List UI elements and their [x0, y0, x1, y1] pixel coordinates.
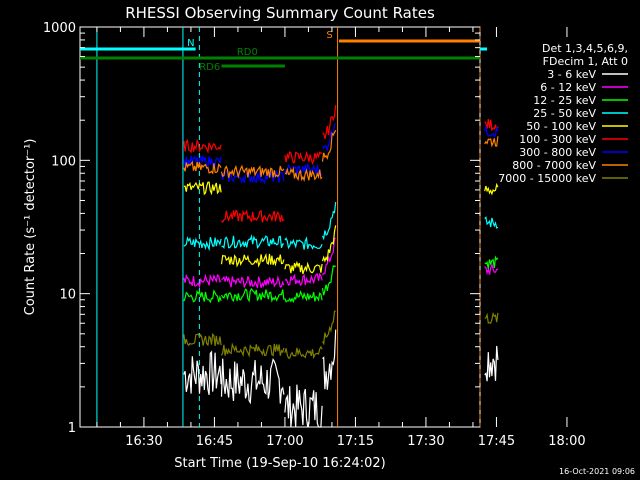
series-trace [484, 311, 499, 325]
series-7 [183, 129, 499, 182]
legend-entry-label: 800 - 7000 keV [512, 159, 596, 172]
series-trace [221, 234, 284, 250]
series-4 [183, 181, 499, 275]
series-5 [183, 105, 499, 224]
series-trace [183, 138, 222, 154]
legend-entry-label: 12 - 25 keV [533, 94, 596, 107]
series-trace [321, 310, 336, 346]
legend-entry-label: 300 - 800 keV [519, 146, 596, 159]
x-axis-label: Start Time (19-Sep-10 16:24:02) [174, 456, 385, 471]
status-label-s: S [326, 30, 332, 41]
series-trace [221, 275, 285, 289]
series-trace [183, 332, 222, 347]
series-trace [284, 345, 323, 360]
y-axis: 1 10 100 1000 [43, 21, 480, 436]
status-label-n: N [187, 38, 194, 49]
x-tick-label: 16:45 [196, 434, 233, 449]
series-trace [284, 150, 323, 166]
series-trace [321, 264, 337, 296]
x-tick-label: 17:45 [478, 434, 515, 449]
series-trace [183, 236, 222, 252]
series-trace [284, 290, 323, 304]
series-trace [284, 384, 323, 428]
legend-entry-label: 100 - 300 keV [519, 133, 596, 146]
series-3 [183, 201, 499, 252]
series-0 [183, 329, 499, 428]
legend-entry-label: 7000 - 15000 keV [498, 172, 596, 185]
legend: Det 1,3,4,5,6,9, FDecim 1, Att 0 3 - 6 k… [498, 42, 628, 185]
legend-header-line-2: FDecim 1, Att 0 [543, 55, 628, 68]
x-tick-label: 17:30 [407, 434, 444, 449]
series-trace [183, 160, 222, 175]
series-trace [321, 201, 337, 241]
series-trace [183, 181, 222, 196]
series-trace [484, 125, 499, 138]
series-trace [183, 273, 222, 289]
series-trace [220, 164, 285, 179]
x-tick-label: 17:00 [266, 434, 303, 449]
status-label-rd6: RD6 [199, 62, 220, 73]
y-tick-label: 1000 [43, 21, 76, 36]
plot-area: N S RD0 RD6 [79, 26, 499, 428]
legend-entry-label: 25 - 50 keV [533, 107, 596, 120]
date-stamp: 16-Oct-2021 09:06 [559, 467, 635, 476]
series-trace [220, 169, 285, 185]
series-trace [221, 209, 285, 224]
legend-header-line-1: Det 1,3,4,5,6,9, [542, 42, 628, 55]
series-trace [284, 166, 323, 182]
series-2 [183, 255, 499, 304]
x-tick-label: 17:15 [337, 434, 374, 449]
series-trace [322, 105, 337, 139]
y-tick-label: 10 [59, 288, 76, 303]
series-trace [484, 255, 499, 269]
legend-entry-label: 3 - 6 keV [547, 68, 596, 81]
series-trace [220, 253, 285, 268]
series-trace [321, 122, 337, 153]
y-axis-label: Count Rate (s⁻¹ detector⁻¹) [23, 139, 38, 316]
series-trace [484, 182, 499, 196]
series-trace [484, 345, 499, 382]
series-trace [220, 357, 285, 405]
y-tick-label: 100 [51, 154, 76, 169]
series-trace [484, 262, 498, 276]
series-trace [183, 350, 222, 396]
data-series [183, 105, 499, 428]
series-trace [484, 119, 499, 132]
status-bars: N S RD0 RD6 [80, 30, 488, 73]
x-axis: 16:30 16:45 17:00 17:15 17:30 17:45 18:00 [96, 27, 586, 449]
status-label-rd0: RD0 [237, 47, 258, 58]
legend-entry-label: 6 - 12 keV [540, 81, 596, 94]
legend-entry-label: 50 - 100 keV [526, 120, 596, 133]
x-tick-label: 16:30 [125, 434, 162, 449]
series-trace [321, 225, 337, 263]
series-trace [220, 342, 285, 358]
series-trace [284, 236, 323, 250]
x-tick-label: 18:00 [548, 434, 585, 449]
series-trace [322, 329, 337, 390]
series-trace [183, 154, 222, 169]
series-trace [284, 272, 323, 287]
plot-frame [79, 26, 481, 428]
series-trace [484, 136, 499, 148]
series-trace [183, 289, 222, 304]
series-trace [321, 129, 337, 162]
series-trace [220, 287, 285, 303]
series-1 [183, 237, 498, 289]
vertical-markers [96, 27, 481, 427]
y-tick-label: 1 [68, 421, 76, 436]
series-trace [484, 216, 499, 229]
series-trace [284, 260, 323, 275]
series-8 [183, 310, 499, 360]
chart-title: RHESSI Observing Summary Count Rates [125, 4, 435, 22]
series-trace [321, 237, 337, 276]
